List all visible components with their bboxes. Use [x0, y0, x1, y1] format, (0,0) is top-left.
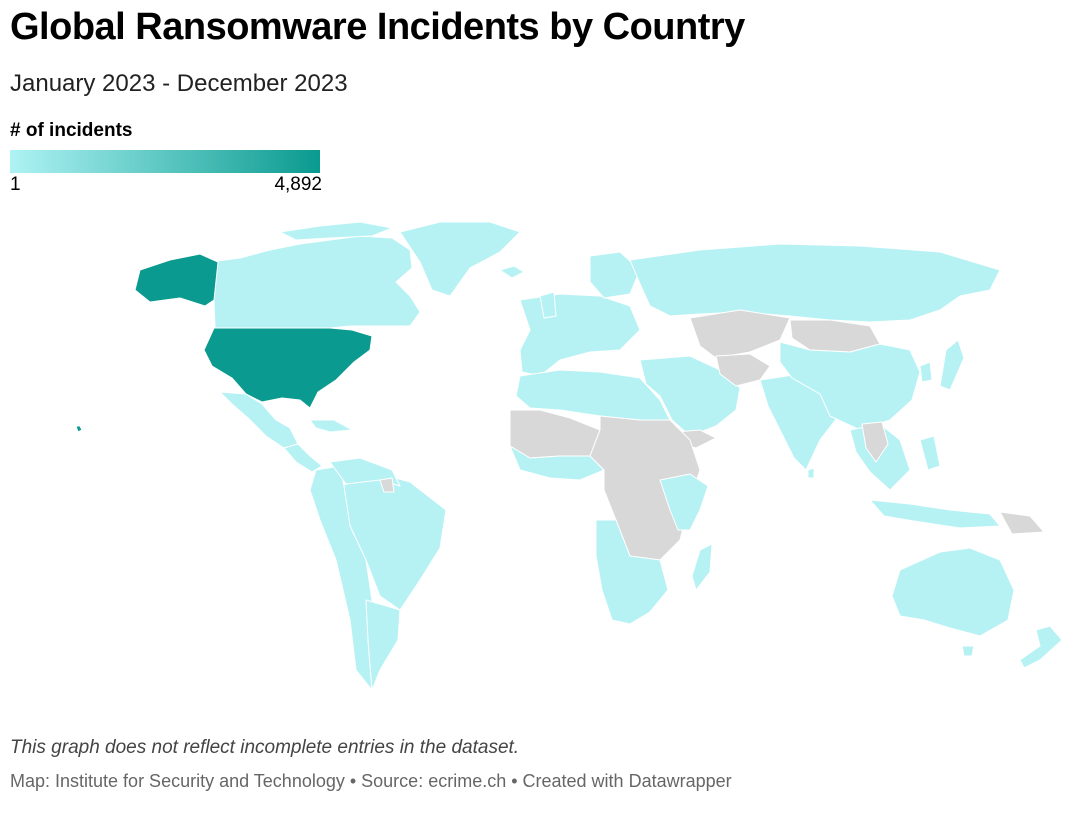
legend-min-label: 1 — [10, 174, 21, 195]
map-subtitle: January 2023 - December 2023 — [10, 70, 348, 97]
country-china[interactable] — [779, 341, 921, 431]
country-philippines[interactable] — [919, 435, 941, 471]
region-west-africa-no-data[interactable] — [509, 409, 601, 459]
country-no-data-guyana[interactable] — [379, 477, 395, 493]
region-scandinavia[interactable] — [589, 251, 641, 299]
legend-title: # of incidents — [10, 120, 133, 141]
region-southern-africa[interactable] — [595, 519, 669, 625]
source-footer: Map: Institute for Security and Technolo… — [10, 771, 732, 791]
country-no-data-kazakhstan[interactable] — [689, 309, 791, 359]
dataset-note: This graph does not reflect incomplete e… — [10, 737, 520, 758]
country-hawaii[interactable] — [75, 425, 83, 433]
legend-max-label: 4,892 — [274, 174, 322, 195]
region-western-europe[interactable] — [519, 293, 641, 377]
country-greenland[interactable] — [399, 221, 521, 297]
region-caribbean[interactable] — [309, 419, 353, 433]
country-argentina[interactable] — [365, 599, 401, 691]
country-canada[interactable] — [209, 235, 421, 329]
world-choropleth-map — [0, 210, 1085, 710]
country-united-states[interactable] — [203, 327, 373, 409]
country-korea[interactable] — [919, 361, 933, 383]
region-middle-east[interactable] — [639, 355, 741, 437]
color-legend: # of incidents 1 4,892 — [10, 120, 322, 197]
region-east-africa[interactable] — [659, 473, 709, 531]
country-new-zealand[interactable] — [1019, 625, 1063, 669]
country-united-kingdom[interactable] — [539, 291, 557, 319]
region-central-america[interactable] — [283, 443, 323, 473]
country-venezuela-guianas[interactable] — [329, 457, 401, 487]
country-indonesia[interactable] — [869, 499, 1001, 529]
country-tasmania[interactable] — [961, 645, 975, 657]
country-alaska[interactable] — [134, 253, 219, 307]
country-canada-arctic-islands[interactable] — [279, 221, 393, 241]
country-sri-lanka[interactable] — [807, 467, 815, 479]
country-no-data-myanmar-laos[interactable] — [861, 421, 889, 463]
country-australia[interactable] — [891, 547, 1015, 637]
legend-ticks: 1 4,892 — [10, 173, 322, 197]
country-iceland[interactable] — [499, 265, 525, 279]
legend-gradient-bar — [10, 150, 320, 173]
country-russia[interactable] — [629, 243, 1001, 323]
country-no-data-papua[interactable] — [999, 511, 1045, 535]
country-japan[interactable] — [939, 339, 965, 391]
country-madagascar[interactable] — [691, 543, 713, 591]
map-title: Global Ransomware Incidents by Country — [10, 6, 745, 48]
world-map-svg — [75, 221, 1063, 691]
